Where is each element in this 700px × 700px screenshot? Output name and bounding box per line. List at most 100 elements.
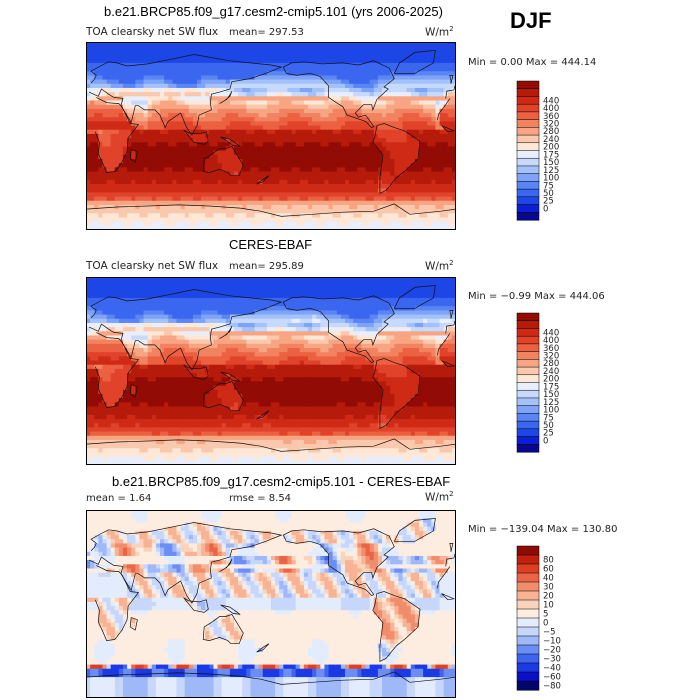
field-cell [135,96,141,102]
field-cell [250,184,256,189]
field-cell [398,129,404,135]
field-cell [234,158,239,164]
field-cell [271,213,276,219]
field-cell [336,188,342,193]
field-cell [423,79,428,85]
field-cell [357,79,363,85]
field-cell [205,310,210,316]
field-cell [205,142,210,148]
field-cell [102,121,108,127]
field-cell [242,221,247,227]
field-cell [423,42,428,47]
field-cell [414,146,420,152]
field-cell [160,302,165,307]
field-cell [353,297,358,303]
field-cell [451,293,456,299]
field-cell [402,100,408,106]
field-cell [197,158,202,164]
field-cell [110,129,116,135]
field-cell [192,221,198,227]
field-cell [242,209,247,214]
field-cell [283,188,289,193]
field-cell [377,154,383,160]
field-cell [213,42,219,47]
field-cell [427,167,432,173]
field-cell [386,196,391,202]
field-cell [197,179,202,185]
field-cell [217,306,223,312]
field-cell [406,289,412,295]
field-cell [176,297,182,303]
field-cell [447,42,453,47]
field-cell [382,113,387,118]
field-cell [402,42,408,47]
field-cell [303,277,309,282]
field-cell [275,71,280,77]
field-cell [139,117,145,122]
field-cell [324,104,330,110]
field-cell [345,281,350,286]
field-cell [427,196,432,202]
field-cell [308,285,313,291]
field-cell [143,75,149,81]
field-cell [353,46,358,51]
field-cell [118,121,124,127]
field-cell [427,158,432,164]
field-cell [394,200,400,206]
field-cell [410,289,416,295]
field-cell [357,175,363,181]
field-cell [320,117,326,122]
field-cell [439,79,445,85]
field-cell [295,58,301,64]
field-cell [94,302,99,307]
field-cell [419,192,424,198]
field-cell [192,188,198,193]
field-cell [172,146,178,152]
field-cell [180,167,186,173]
field-cell [377,314,383,320]
field-cell [427,113,432,118]
field-cell [205,125,210,131]
field-cell [390,87,395,93]
field-cell [283,142,289,148]
field-cell [127,87,132,93]
field-cell [221,138,227,143]
field-cell [349,306,354,312]
field-cell [320,146,326,152]
field-cell [180,138,186,143]
field-cell [295,50,301,56]
field-cell [336,314,342,320]
field-cell [258,125,264,131]
field-cell [303,184,309,189]
field-cell [266,158,272,164]
field-cell [328,188,334,193]
field-cell [225,104,231,110]
field-cell [86,117,91,122]
field-cell [86,293,91,299]
field-cell [320,217,326,223]
field-cell [110,83,116,89]
field-cell [271,209,276,214]
field-cell [176,100,182,106]
field-cell [390,158,395,164]
field-cell [394,163,400,168]
field-cell [283,125,289,131]
field-cell [221,293,227,299]
field-cell [287,100,293,106]
field-cell [118,213,124,219]
field-cell [332,184,338,189]
field-cell [328,100,334,106]
field-cell [201,297,206,303]
field-cell [439,293,445,299]
field-cell [139,150,145,156]
field-cell [349,150,354,156]
field-cell [234,125,239,131]
field-cell [328,293,334,299]
field-cell [176,67,182,72]
field-cell [365,133,371,139]
field-cell [242,188,247,193]
field-cell [447,125,453,131]
field-cell [114,142,120,148]
field-cell [192,167,198,173]
field-cell [431,54,437,60]
